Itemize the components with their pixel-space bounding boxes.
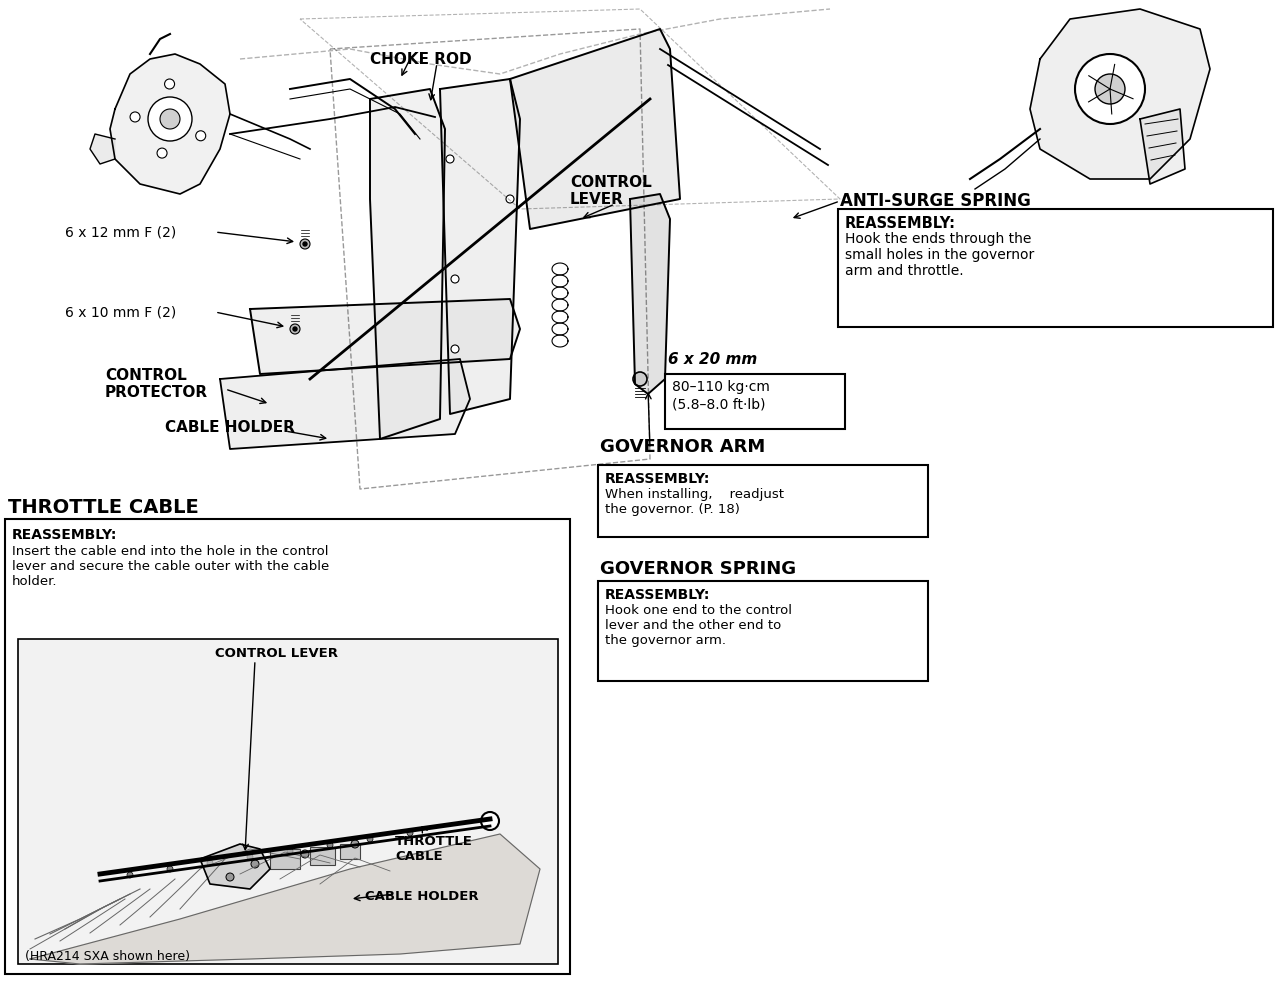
Polygon shape [1030, 10, 1210, 179]
Text: ANTI-SURGE SPRING: ANTI-SURGE SPRING [840, 192, 1030, 210]
Text: CABLE HOLDER: CABLE HOLDER [165, 420, 294, 435]
Text: Hook the ends through the
small holes in the governor
arm and throttle.: Hook the ends through the small holes in… [845, 232, 1034, 278]
Bar [5, 520, 570, 974]
Polygon shape [250, 300, 520, 375]
Polygon shape [630, 195, 669, 394]
Polygon shape [220, 360, 470, 450]
Polygon shape [440, 80, 520, 414]
Circle shape [166, 866, 173, 872]
Polygon shape [110, 55, 230, 195]
Circle shape [160, 109, 180, 130]
Text: CONTROL: CONTROL [570, 175, 652, 190]
Circle shape [445, 156, 454, 164]
Circle shape [301, 850, 308, 858]
Text: CHOKE ROD: CHOKE ROD [370, 52, 471, 67]
Text: GOVERNOR ARM: GOVERNOR ARM [600, 438, 765, 456]
Circle shape [251, 860, 259, 868]
Polygon shape [509, 30, 680, 230]
Circle shape [207, 860, 212, 866]
Bar [838, 210, 1274, 327]
Text: CABLE HOLDER: CABLE HOLDER [365, 889, 479, 902]
Bar [18, 639, 558, 964]
Circle shape [481, 812, 499, 830]
Circle shape [148, 98, 192, 142]
Circle shape [291, 324, 300, 334]
Circle shape [247, 854, 253, 860]
Circle shape [131, 112, 140, 123]
Text: 80–110 kg·cm: 80–110 kg·cm [672, 380, 769, 393]
Bar [310, 847, 335, 865]
Circle shape [634, 373, 646, 387]
Text: CONTROL LEVER: CONTROL LEVER [215, 647, 338, 660]
Circle shape [451, 346, 460, 354]
Polygon shape [200, 844, 270, 889]
Circle shape [303, 243, 307, 246]
Text: 6 x 10 mm F (2): 6 x 10 mm F (2) [65, 305, 177, 318]
Text: CONTROL: CONTROL [105, 368, 187, 383]
Circle shape [451, 276, 460, 284]
Circle shape [367, 836, 372, 842]
Text: Hook one end to the control
lever and the other end to
the governor arm.: Hook one end to the control lever and th… [605, 603, 792, 647]
Text: (HRA214 SXA shown here): (HRA214 SXA shown here) [26, 950, 189, 962]
Text: CABLE: CABLE [396, 849, 443, 862]
Text: 6 x 20 mm: 6 x 20 mm [668, 352, 758, 367]
Circle shape [287, 848, 293, 854]
Text: 6 x 12 mm F (2): 6 x 12 mm F (2) [65, 225, 177, 239]
Circle shape [1094, 75, 1125, 105]
Polygon shape [1140, 109, 1185, 184]
Text: LEVER: LEVER [570, 192, 623, 207]
Text: PROTECTOR: PROTECTOR [105, 385, 209, 399]
Circle shape [227, 874, 234, 881]
Circle shape [300, 240, 310, 249]
Text: REASSEMBLY:: REASSEMBLY: [605, 471, 710, 485]
Text: GOVERNOR SPRING: GOVERNOR SPRING [600, 559, 796, 578]
Polygon shape [29, 834, 540, 964]
Text: Insert the cable end into the hole in the control
lever and secure the cable out: Insert the cable end into the hole in th… [12, 544, 329, 588]
Text: REASSEMBLY:: REASSEMBLY: [12, 528, 118, 541]
Circle shape [407, 830, 413, 836]
Text: (5.8–8.0 ft·lb): (5.8–8.0 ft·lb) [672, 397, 765, 411]
Bar [666, 375, 845, 430]
Circle shape [157, 149, 168, 159]
Text: REASSEMBLY:: REASSEMBLY: [605, 588, 710, 601]
Text: THROTTLE CABLE: THROTTLE CABLE [8, 498, 198, 517]
Bar [598, 582, 928, 681]
Text: When installing,    readjust
the governor. (P. 18): When installing, readjust the governor. … [605, 487, 785, 516]
Bar [598, 465, 928, 537]
Bar [270, 849, 300, 869]
Text: REASSEMBLY:: REASSEMBLY: [845, 216, 956, 231]
Circle shape [506, 196, 515, 204]
Circle shape [326, 842, 333, 848]
Polygon shape [90, 135, 115, 165]
Circle shape [196, 132, 206, 142]
Bar [340, 844, 360, 859]
Text: THROTTLE: THROTTLE [396, 834, 472, 847]
Circle shape [293, 327, 297, 331]
Circle shape [127, 872, 133, 879]
Circle shape [1075, 55, 1146, 125]
Polygon shape [370, 90, 445, 440]
Circle shape [165, 80, 174, 90]
Circle shape [351, 840, 358, 848]
